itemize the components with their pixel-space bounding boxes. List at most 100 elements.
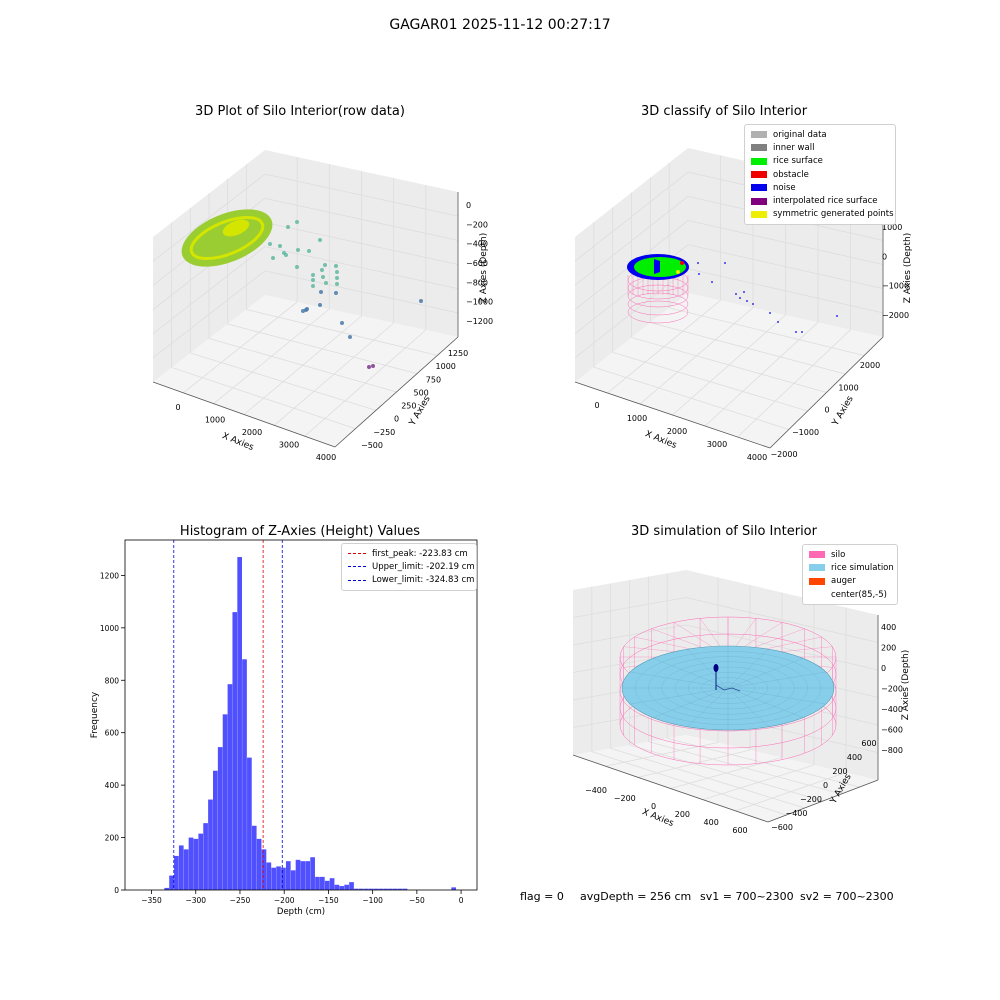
- x-tick-label: 200: [675, 810, 690, 819]
- histogram-bar: [281, 867, 286, 890]
- legend-label: symmetric generated points: [773, 209, 894, 220]
- z-tick-label: 400: [881, 623, 896, 632]
- avg-depth-text: avgDepth = 256 cm: [580, 890, 692, 903]
- x-tick-label: 0: [594, 401, 599, 410]
- silo-wireframe-ring: [627, 300, 689, 324]
- data-point: [334, 291, 338, 295]
- legend-item: center(85,-5): [809, 588, 891, 601]
- z-tick-label: −600: [881, 726, 903, 735]
- histogram-bar: [358, 888, 364, 890]
- z-tick-label: −800: [466, 278, 488, 287]
- data-point: [324, 281, 328, 285]
- histogram-bar: [198, 833, 204, 890]
- auger-path: [715, 684, 741, 692]
- histogram-bar: [402, 888, 408, 890]
- legend-label: Upper_limit: -202.19 cm: [372, 561, 475, 572]
- legend-item: obstacle: [751, 168, 889, 181]
- y-tick-label: −1000: [792, 428, 819, 437]
- legend-label: interpolated rice surface: [773, 196, 878, 207]
- data-point: [348, 335, 352, 339]
- histogram-bar: [213, 770, 218, 890]
- data-point: [278, 244, 282, 248]
- y-axis-line: [767, 779, 879, 823]
- data-point: [311, 278, 315, 282]
- histogram-bar: [193, 838, 199, 890]
- x-tick-label: 0: [175, 403, 180, 412]
- data-point: [340, 321, 344, 325]
- x-tick-label: 1000: [627, 414, 647, 423]
- rice-mesh-line: [727, 649, 769, 689]
- histogram-bar: [208, 799, 213, 890]
- histogram-plot: −350 −300 −250 −200 −150 −100 −50 0 0 200 400 600 80…: [90, 539, 478, 917]
- y-axis-line: [334, 336, 459, 448]
- y-tick-label: 1000: [838, 383, 858, 392]
- y-tick-label: 1000: [100, 624, 119, 633]
- legend-item: symmetric generated points: [751, 208, 894, 221]
- legend-swatch: [751, 171, 767, 179]
- legend-item: silo: [809, 548, 891, 561]
- histogram-bar: [344, 884, 350, 890]
- data-point: [367, 365, 371, 369]
- x-tick-label: −50: [409, 896, 425, 905]
- x-tick-label: 0: [459, 896, 464, 905]
- y-tick-label: 2000: [860, 361, 880, 370]
- histogram-bar: [383, 888, 388, 890]
- histogram-legend: first_peak: -223.83 cm Upper_limit: -202…: [341, 543, 477, 591]
- data-point: [295, 265, 299, 269]
- histogram-bar: [324, 880, 330, 890]
- legend-swatch: [751, 131, 767, 139]
- histogram-bar: [363, 888, 369, 890]
- raw3d-title: 3D Plot of Silo Interior(row data): [195, 104, 405, 119]
- legend-swatch: [751, 197, 767, 205]
- noise-point: [743, 291, 745, 293]
- y-axis-line: [769, 336, 884, 449]
- z-tick-label: −1000: [882, 282, 909, 291]
- histogram-title: Histogram of Z-Axies (Height) Values: [179, 524, 421, 539]
- grid-line: [152, 173, 266, 262]
- legend-swatch: [751, 144, 767, 152]
- y-tick-label: 600: [861, 739, 876, 748]
- noise-point: [746, 300, 748, 302]
- legend-label: center(85,-5): [831, 589, 887, 600]
- z-tick-label: 1000: [882, 223, 902, 232]
- legend-label: Lower_limit: -324.83 cm: [372, 575, 475, 586]
- grid-line: [264, 173, 459, 217]
- y-tick-label: 0: [394, 415, 399, 424]
- data-point: [335, 282, 339, 286]
- z-axis-label: Z Axies (Depth): [901, 650, 911, 721]
- x-tick-label: −100: [362, 896, 383, 905]
- histogram-bar: [354, 888, 359, 890]
- legend-item: original data: [751, 128, 889, 141]
- rice-surface-ring: [189, 215, 265, 261]
- legend-label: auger: [831, 576, 856, 587]
- y-tick-label: 600: [105, 729, 120, 738]
- noise-point: [752, 303, 754, 305]
- x-tick-label: 4000: [747, 453, 767, 462]
- data-point: [321, 275, 325, 279]
- z-tick-label: −2000: [882, 311, 909, 320]
- plot-frame: [124, 539, 478, 891]
- data-point: [311, 273, 315, 277]
- x-axis-label: Depth (cm): [277, 907, 325, 917]
- x-tick-label: −250: [230, 896, 251, 905]
- noise-point: [698, 273, 700, 275]
- histogram-bar: [349, 882, 354, 890]
- data-point: [295, 220, 299, 224]
- z-tick-label: 0: [882, 252, 887, 261]
- data-point: [296, 248, 300, 252]
- z-tick-label: 0: [881, 664, 886, 673]
- legend-label: noise: [773, 182, 796, 193]
- x-tick-label: 3000: [707, 440, 727, 449]
- histogram-bar: [169, 875, 174, 890]
- histogram-bar: [164, 887, 170, 890]
- y-axis-label: Frequency: [90, 691, 100, 738]
- histogram-bar: [315, 876, 320, 890]
- sv2-text: sv2 = 700~2300: [800, 890, 894, 903]
- flag-text: flag = 0: [520, 890, 564, 903]
- histogram-bar: [339, 886, 345, 890]
- rice-mesh-line: [687, 687, 729, 727]
- data-point: [284, 253, 288, 257]
- x-tick-label: 2000: [667, 427, 687, 436]
- y-tick-label: −250: [373, 428, 395, 437]
- y-tick-label: −200: [800, 795, 822, 804]
